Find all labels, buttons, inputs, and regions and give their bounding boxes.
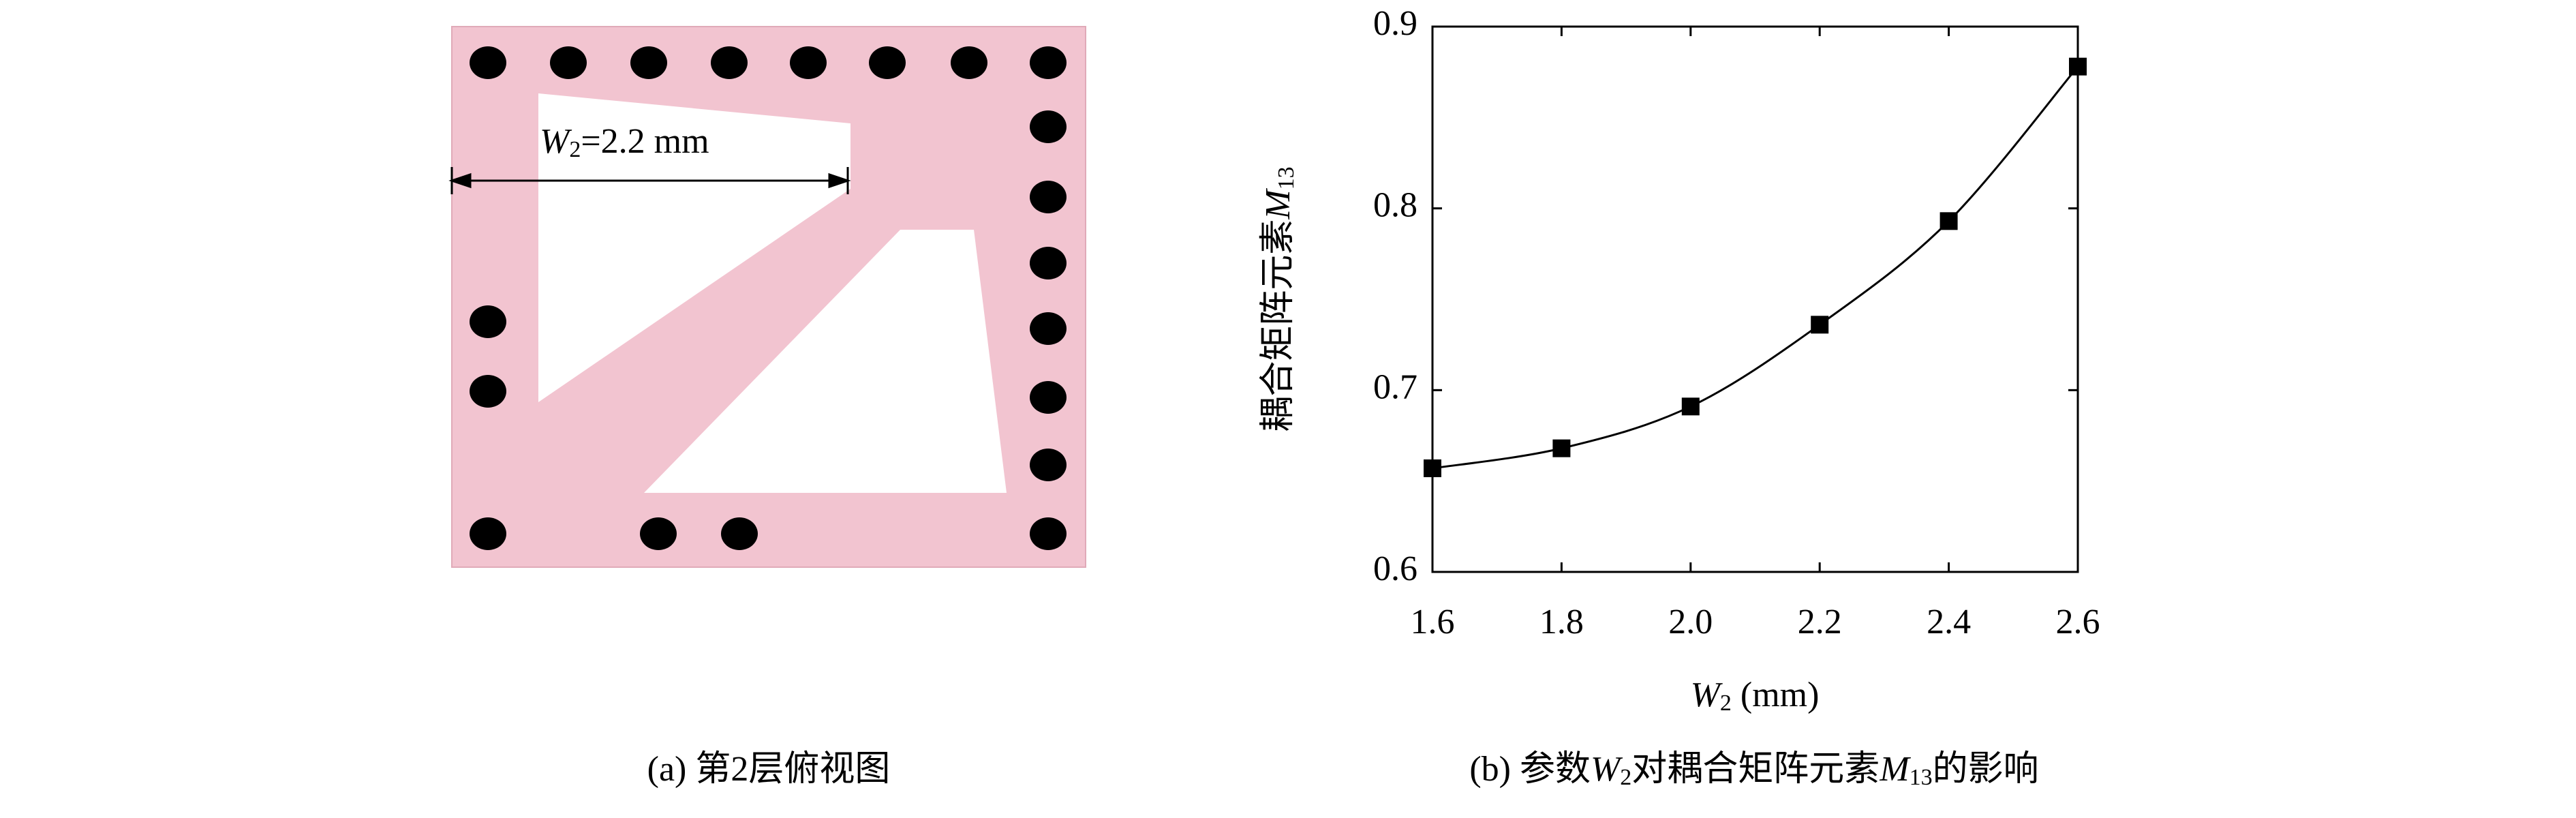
plot-frame: [1431, 25, 2079, 573]
dimension-arrow: [448, 167, 851, 194]
data-point: [1681, 397, 1700, 416]
x-tick-label: 2.6: [2056, 603, 2100, 641]
cutout: [644, 230, 1007, 493]
cutout: [538, 93, 850, 402]
data-point: [2069, 57, 2087, 76]
data-point: [1552, 439, 1571, 457]
dimension-label: W2=2.2 mm: [540, 122, 709, 162]
data-point: [1424, 459, 1441, 477]
y-axis-label: 耦合矩阵元素M13: [1259, 166, 1299, 431]
x-tick-label: 2.0: [1668, 603, 1713, 641]
data-line: [1432, 65, 2079, 470]
x-tick-label: 1.8: [1539, 603, 1584, 641]
data-point: [1939, 212, 1958, 230]
y-tick-label: 0.6: [1373, 549, 1417, 588]
layer-diagram: W2=2.2 mm (a) 第2层俯视图: [448, 26, 1086, 789]
x-tick-label: 2.2: [1798, 603, 1842, 641]
x-axis-label: W2 (mm): [1691, 676, 1820, 716]
x-tick-label: 2.4: [1927, 603, 1971, 641]
caption: (b) 参数W2对耦合矩阵元素M13的影响: [1469, 750, 2038, 790]
y-tick-label: 0.9: [1373, 4, 1417, 43]
caption: (a) 第2层俯视图: [647, 750, 891, 789]
data-point: [1811, 316, 1829, 334]
y-tick-label: 0.7: [1373, 367, 1417, 406]
y-tick-label: 0.8: [1373, 186, 1417, 225]
via-holes: [470, 46, 1067, 550]
chart: 0.6 0.7 0.8 0.9 1.6 1.8 2.0 2.2 2.4 2.6 W2 (mm) 耦合矩…: [1259, 4, 2100, 790]
x-tick-label: 1.6: [1411, 603, 1455, 641]
